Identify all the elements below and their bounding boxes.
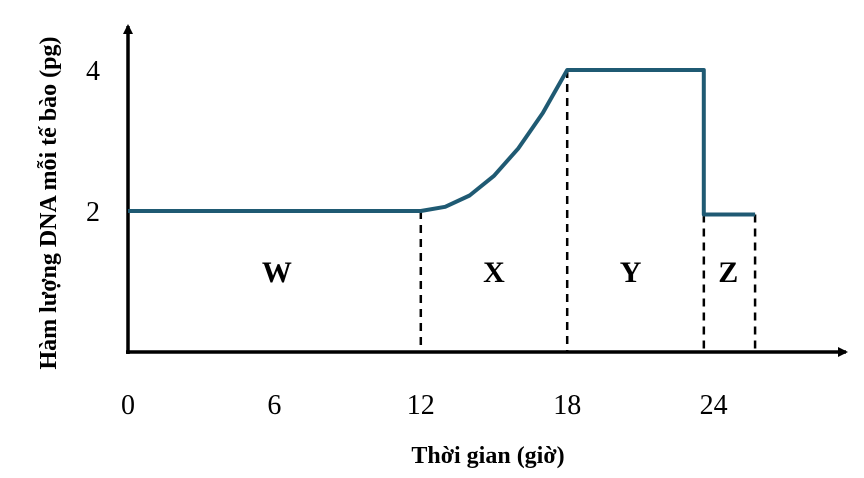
phase-label-z: Z [718,256,738,289]
data-series [128,68,756,217]
series-line-0 [128,68,756,217]
x-axis-title: Thời gian (giờ) [411,443,564,469]
y-tick-label: 4 [86,56,100,87]
x-tick-label: 12 [407,390,435,421]
x-tick-label: 0 [121,390,135,421]
phase-label-y: Y [620,256,642,289]
phase-dividers [419,70,757,352]
y-tick-labels: 24 [86,56,100,228]
y-axis-title: Hàm lượng DNA mỗi tế bào (pg) [36,36,62,369]
x-tick-labels: 0 6 12 18 24 [121,390,728,421]
x-tick-label: 24 [700,390,728,421]
x-tick-label: 18 [553,390,581,421]
phase-label-x: X [483,256,505,289]
y-tick-label: 2 [86,197,100,228]
x-tick-label: 6 [267,390,281,421]
phase-labels: W X Y Z [262,256,738,289]
phase-label-w: W [262,256,292,289]
